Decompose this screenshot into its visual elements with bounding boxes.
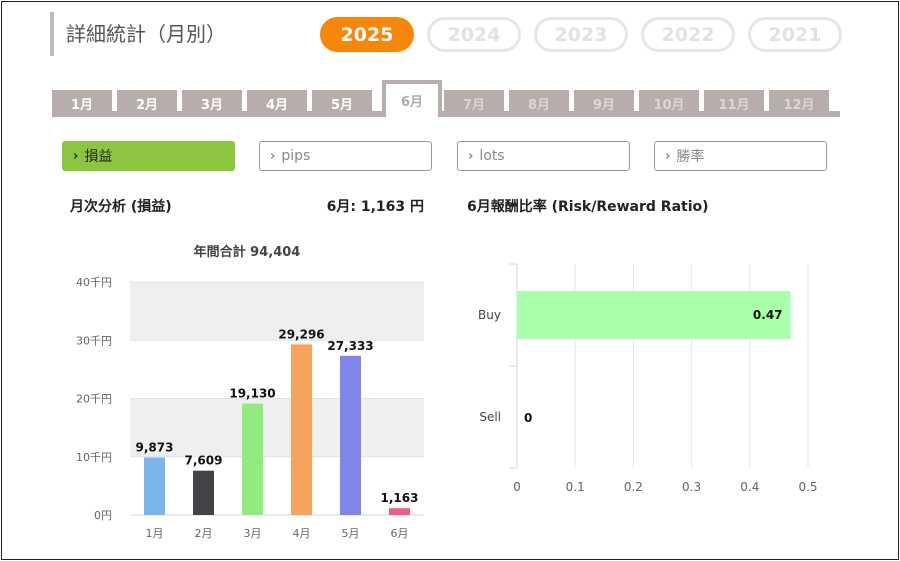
chevron-right-icon: › [73,148,79,164]
month-tab-2[interactable]: 2月 [117,90,177,117]
year-pill-2025[interactable]: 2025 [320,17,414,52]
chevron-right-icon: › [665,148,671,164]
category-button-pips[interactable]: › pips [259,141,432,171]
month-tab-8: 8月 [509,90,569,117]
month-tab-4[interactable]: 4月 [247,90,307,117]
month-tab-3[interactable]: 3月 [182,90,242,117]
year-pill-2023[interactable]: 2023 [534,17,628,52]
year-selector: 2025 2024 2023 2022 2021 [320,17,842,52]
month-tab-6[interactable]: 6月 [382,80,442,117]
month-tab-10: 10月 [639,90,699,117]
monthly-analysis-title: 月次分析 (損益) [70,199,172,215]
month-tab-9: 9月 [574,90,634,117]
ratio-title: 6月報酬比率 (Risk/Reward Ratio) [467,199,709,215]
month-tab-5[interactable]: 5月 [312,90,372,117]
year-pill-2021[interactable]: 2021 [748,17,842,52]
category-label: lots [479,148,505,164]
category-button-winrate[interactable]: › 勝率 [654,141,827,171]
chevron-right-icon: › [468,148,474,164]
month-tab-1[interactable]: 1月 [52,90,112,117]
month-tab-12: 12月 [769,90,829,117]
month-total: 6月: 1,163 円 [326,199,424,215]
page-title-block: 詳細統計（月別） [50,12,226,56]
category-label: pips [281,148,311,164]
year-pill-2022[interactable]: 2022 [641,17,735,52]
year-pill-2024[interactable]: 2024 [427,17,521,52]
category-label: 勝率 [676,149,705,165]
month-tabs: 1月 2月 3月 4月 5月 6月 7月 8月 9月 10月 11月 12月 [52,80,840,117]
chevron-right-icon: › [270,148,276,164]
page-title: 詳細統計（月別） [66,22,226,46]
category-button-lots[interactable]: › lots [457,141,630,171]
month-tab-7: 7月 [444,90,504,117]
category-button-profit[interactable]: › 損益 [62,141,235,171]
month-tab-11: 11月 [704,90,764,117]
category-label: 損益 [84,149,113,165]
